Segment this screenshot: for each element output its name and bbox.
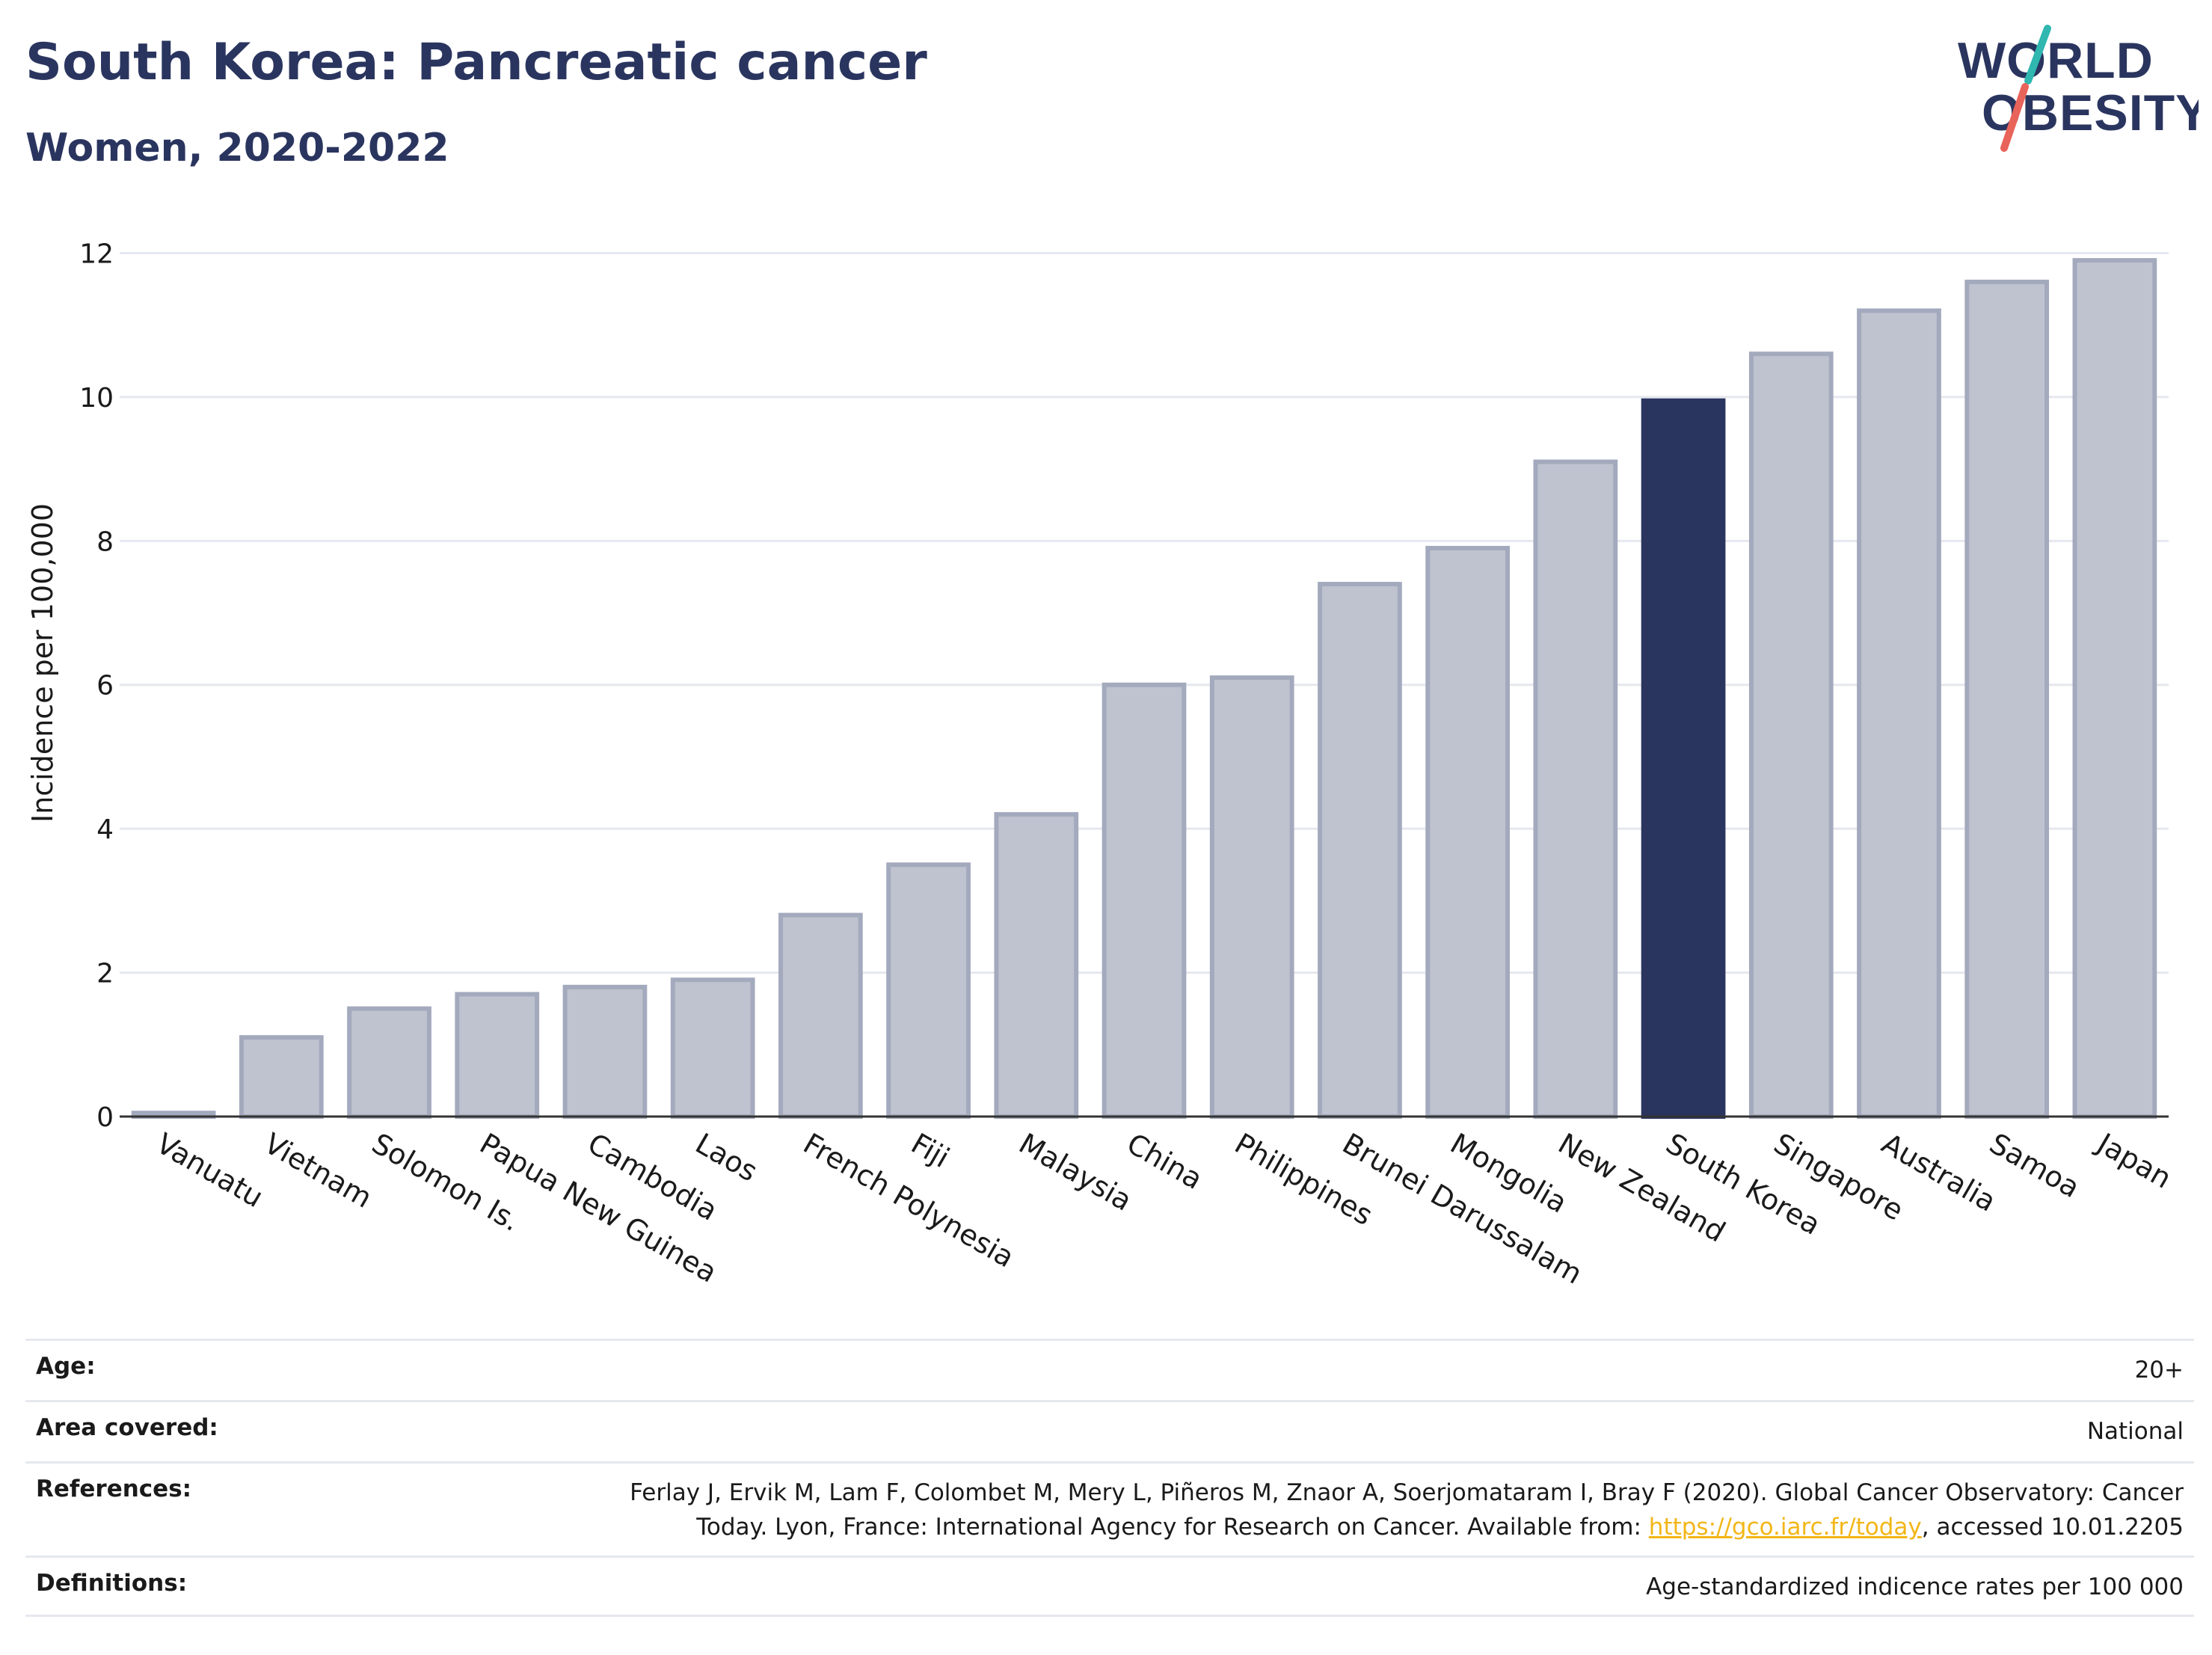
age-value: 20+ <box>2134 1357 2184 1384</box>
x-tick-label-malaysia: Malaysia <box>1013 1127 1137 1218</box>
bar-south-korea <box>1641 398 1726 1119</box>
y-tick-label-0: 0 <box>96 1102 114 1133</box>
references-text-line2: Today. Lyon, France: International Agenc… <box>696 1514 1649 1541</box>
area-value: National <box>2086 1418 2184 1445</box>
info-table: Age: 20+ Area covered: National Referenc… <box>25 1339 2194 1617</box>
bar-solomon-is- <box>347 1006 431 1119</box>
references-text-line1: Ferlay J, Ervik M, Lam F, Colombet M, Me… <box>630 1479 2184 1506</box>
bar-mongolia <box>1425 545 1510 1119</box>
y-axis-label: Incidence per 100,000 <box>26 503 59 823</box>
bar-japan <box>2072 258 2157 1119</box>
references-text-accessed: , accessed 10.01.2205 <box>1921 1514 2184 1541</box>
references-label: References: <box>36 1476 192 1502</box>
bars <box>131 258 2157 1120</box>
bar-cambodia <box>562 984 648 1120</box>
chart-subtitle: Women, 2020-2022 <box>25 126 449 171</box>
logo-slash-bottom <box>2000 83 2029 152</box>
bar-fiji <box>886 862 971 1119</box>
definitions-value: Age-standardized indicence rates per 100… <box>1646 1573 2184 1600</box>
y-tick-label-8: 8 <box>96 526 114 557</box>
logo-slash-top <box>2024 25 2051 85</box>
bar-papua-new-guinea <box>455 992 540 1120</box>
y-tick-label-10: 10 <box>79 383 114 414</box>
references-value: Ferlay J, Ervik M, Lam F, Colombet M, Me… <box>630 1476 2184 1544</box>
bar-samoa <box>1964 279 2050 1119</box>
y-tick-label-12: 12 <box>79 239 114 269</box>
logo-word-world: WORLD <box>1958 32 2154 89</box>
x-tick-label-laos: Laos <box>690 1127 764 1188</box>
chart-title: South Korea: Pancreatic cancer <box>25 33 927 92</box>
bar-china <box>1102 682 1187 1119</box>
references-link[interactable]: https://gco.iarc.fr/today <box>1648 1514 1922 1541</box>
x-tick-label-vanuatu: Vanuatu <box>151 1127 269 1214</box>
y-tick-label-4: 4 <box>96 814 114 845</box>
world-obesity-logo: WORLD OBESITY <box>1958 25 2199 152</box>
bar-singapore <box>1748 351 1834 1119</box>
definitions-label: Definitions: <box>36 1570 188 1597</box>
area-label: Area covered: <box>36 1414 218 1441</box>
x-tick-label-china: China <box>1122 1127 1208 1196</box>
info-row-area: Area covered: National <box>25 1400 2194 1461</box>
bar-french-polynesia <box>778 912 863 1119</box>
info-row-references: References: Ferlay J, Ervik M, Lam F, Co… <box>25 1461 2194 1556</box>
y-tick-label-2: 2 <box>96 959 114 989</box>
bar-new-zealand <box>1533 459 1618 1119</box>
y-tick-label-6: 6 <box>96 671 114 701</box>
info-row-definitions: Definitions: Age-standardized indicence … <box>25 1556 2194 1617</box>
age-label: Age: <box>36 1353 96 1380</box>
x-tick-label-fiji: Fiji <box>906 1127 955 1174</box>
x-tick-label-vietnam: Vietnam <box>259 1127 378 1215</box>
bar-australia <box>1857 308 1941 1119</box>
bar-vietnam <box>239 1035 324 1119</box>
bar-philippines <box>1209 675 1294 1119</box>
bar-brunei-darussalam <box>1318 582 1402 1119</box>
x-tick-label-japan: Japan <box>2091 1126 2178 1195</box>
y-tick-labels: 0 2 4 6 8 10 12 <box>79 239 114 1133</box>
bar-malaysia <box>994 811 1079 1119</box>
info-row-age: Age: 20+ <box>25 1339 2194 1400</box>
bar-laos <box>670 977 755 1120</box>
